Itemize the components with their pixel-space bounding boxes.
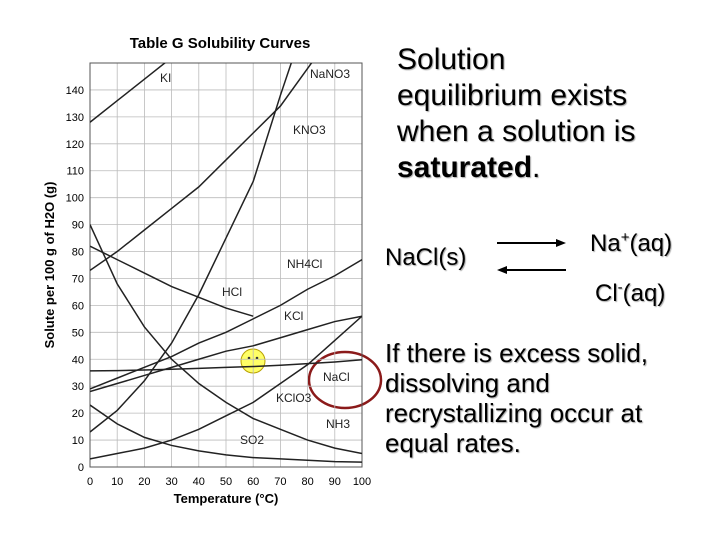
x-tick-label: 80 bbox=[301, 476, 313, 488]
y-tick-label: 90 bbox=[72, 220, 84, 232]
product-state: (aq) bbox=[622, 280, 666, 307]
y-tick-label: 110 bbox=[66, 166, 84, 178]
curve bbox=[90, 63, 293, 433]
y-tick-label: 130 bbox=[66, 112, 84, 124]
curve bbox=[90, 224, 362, 455]
curve-label: NH3 bbox=[326, 417, 350, 431]
curve bbox=[90, 315, 362, 393]
curve bbox=[90, 404, 362, 463]
plot-frame bbox=[89, 62, 363, 468]
x-tick-label: 70 bbox=[274, 476, 286, 488]
x-tick-label: 90 bbox=[329, 476, 341, 488]
curve-label: NaCl bbox=[323, 370, 350, 384]
curve-label: KClO3 bbox=[276, 391, 312, 405]
y-tick-label: 80 bbox=[72, 247, 84, 259]
statement: Solution equilibrium exists when a solut… bbox=[397, 42, 652, 186]
y-tick-label: 30 bbox=[72, 381, 84, 393]
curve-label: HCl bbox=[222, 285, 242, 299]
x-tick-label: 100 bbox=[353, 476, 371, 488]
x-tick-label: 40 bbox=[193, 476, 205, 488]
x-tick-label: 50 bbox=[220, 476, 232, 488]
highlight-circle bbox=[307, 350, 383, 410]
y-tick-label: 100 bbox=[66, 193, 84, 205]
arrow-head bbox=[497, 266, 507, 274]
product-charge: + bbox=[620, 229, 630, 246]
product-base: Cl bbox=[595, 280, 618, 307]
curve bbox=[90, 359, 362, 372]
y-tick-label: 10 bbox=[72, 435, 84, 447]
y-tick-label: 70 bbox=[72, 273, 84, 285]
plot-area bbox=[90, 63, 362, 463]
curve bbox=[90, 315, 362, 460]
y-tick-label: 120 bbox=[66, 139, 84, 151]
y-tick-label: 60 bbox=[72, 300, 84, 312]
note: If there is excess solid, dissolving and… bbox=[385, 338, 648, 458]
smiley-eye bbox=[247, 356, 251, 360]
x-tick-label: 20 bbox=[138, 476, 150, 488]
product: Na+(aq) bbox=[590, 229, 672, 258]
curve-label: KNO3 bbox=[293, 123, 326, 137]
curve-label: KCl bbox=[284, 309, 303, 323]
reactant: NaCl(s) bbox=[385, 244, 467, 271]
smiley-eye bbox=[255, 356, 259, 360]
x-tick-label: 60 bbox=[247, 476, 259, 488]
y-axis-label: Solute per 100 g of H2O (g) bbox=[42, 182, 57, 349]
curve-label: KI bbox=[160, 71, 171, 85]
y-tick-label: 40 bbox=[72, 354, 84, 366]
statement-text: Solution equilibrium exists when a solut… bbox=[397, 43, 636, 148]
product: Cl-(aq) bbox=[595, 279, 665, 308]
curve-label: NH4Cl bbox=[287, 257, 322, 271]
x-tick-label: 30 bbox=[165, 476, 177, 488]
chart-title: Table G Solubility Curves bbox=[130, 35, 311, 52]
statement-bold: saturated bbox=[397, 151, 533, 184]
x-tick-label: 10 bbox=[111, 476, 123, 488]
product-charge: - bbox=[617, 279, 623, 296]
statement-end: . bbox=[532, 151, 541, 184]
y-tick-label: 50 bbox=[72, 327, 84, 339]
curve bbox=[90, 63, 167, 123]
y-tick-label: 20 bbox=[72, 408, 84, 420]
y-tick-label: 140 bbox=[66, 85, 84, 97]
curve-label: SO2 bbox=[240, 433, 264, 447]
y-tick-label: 0 bbox=[78, 462, 84, 474]
arrow-head bbox=[556, 239, 566, 247]
product-state: (aq) bbox=[629, 230, 673, 257]
x-axis-label: Temperature (°C) bbox=[174, 491, 279, 506]
curve bbox=[90, 245, 254, 317]
curve bbox=[90, 63, 313, 272]
product-base: Na bbox=[590, 230, 621, 257]
x-tick-label: 0 bbox=[87, 476, 93, 488]
curve-label: NaNO3 bbox=[310, 67, 350, 81]
